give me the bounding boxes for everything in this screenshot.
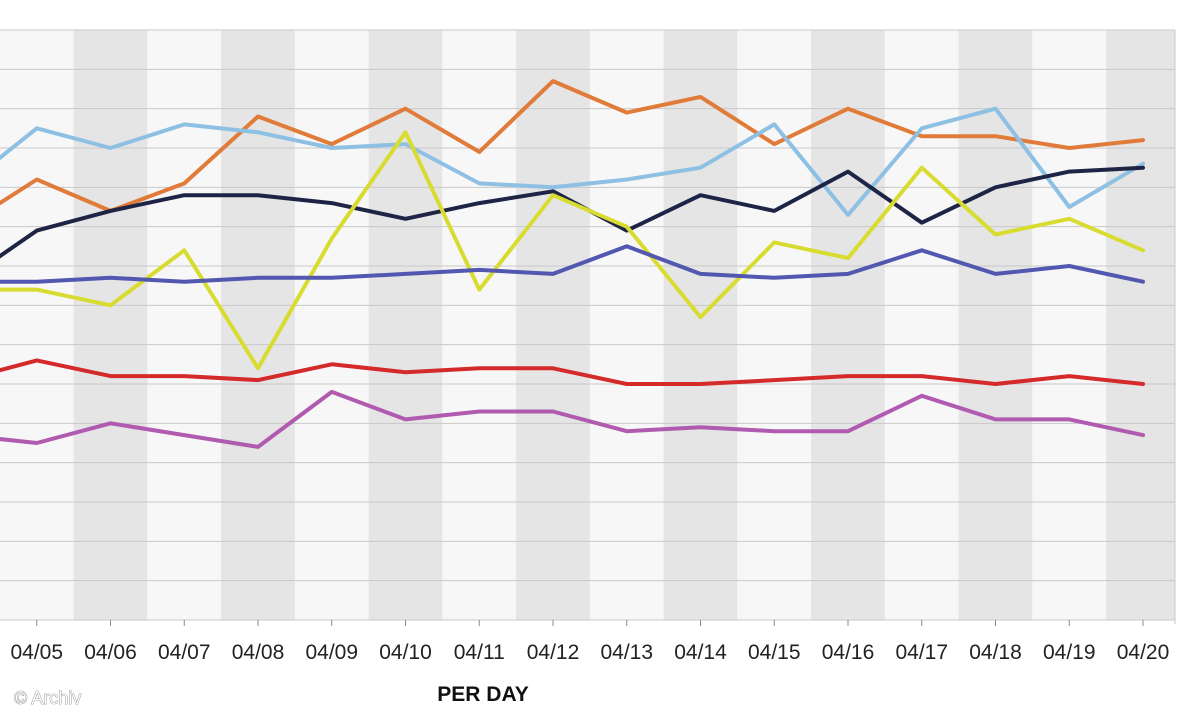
band <box>368 30 443 620</box>
band <box>73 30 148 620</box>
series-line-3 <box>0 165 1145 259</box>
x-tick-label: 04/06 <box>84 641 137 664</box>
band <box>737 30 812 620</box>
x-tick-label: 04/14 <box>674 641 727 664</box>
x-tick-label: 04/10 <box>379 641 432 664</box>
x-tick-label: 04/15 <box>748 641 801 664</box>
band <box>958 30 1033 620</box>
x-tick-label: 04/09 <box>305 641 358 664</box>
x-tick-label: 04/11 <box>454 641 505 664</box>
band <box>516 30 590 620</box>
band <box>294 30 369 620</box>
background-bands <box>0 30 1175 620</box>
x-axis-title: PER DAY <box>437 683 528 706</box>
credit-text: © Archiv <box>14 688 81 708</box>
series-line-2 <box>0 106 1145 217</box>
band <box>147 30 222 620</box>
x-tick-label: 04/17 <box>895 641 948 664</box>
series-line-1 <box>0 79 1145 213</box>
x-tick-label: 04/19 <box>1043 641 1096 664</box>
series-line-7 <box>0 389 1145 449</box>
series-line-6 <box>0 358 1145 386</box>
x-tick-label: 04/05 <box>10 641 63 664</box>
series-line-5 <box>0 244 1145 284</box>
series-line-4 <box>0 130 1145 371</box>
band <box>884 30 959 620</box>
band <box>1032 30 1107 620</box>
band <box>811 30 885 620</box>
grid-lines <box>0 29 1176 624</box>
x-tick-label: 04/12 <box>527 641 580 664</box>
x-tick-label: 04/20 <box>1117 641 1170 664</box>
band <box>442 30 517 620</box>
band <box>1106 30 1175 620</box>
x-tick-label: 04/13 <box>600 641 653 664</box>
x-tick-label: 04/16 <box>822 641 875 664</box>
band <box>663 30 738 620</box>
x-tick-label: 04/08 <box>232 641 285 664</box>
x-axis-ticks: 04/05 04/06 04/07 04/08 04/09 04/10 04/11 04/12… <box>10 620 1169 664</box>
band <box>0 30 74 620</box>
band <box>589 30 664 620</box>
x-tick-label: 04/18 <box>969 641 1022 664</box>
series-lines <box>0 79 1145 449</box>
x-tick-label: 04/07 <box>158 641 211 664</box>
